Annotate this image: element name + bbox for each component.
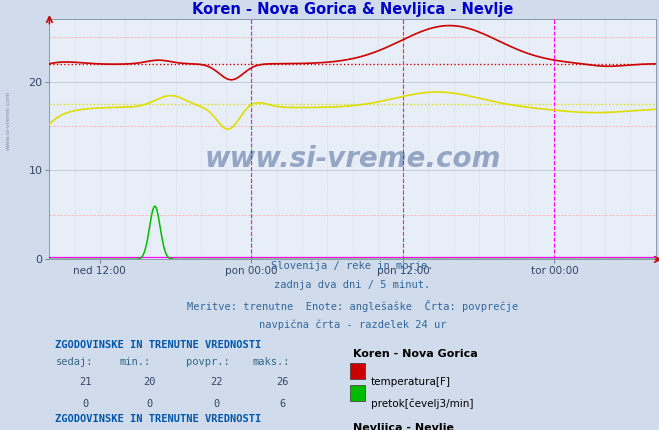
Text: 0: 0 [82, 399, 89, 409]
Text: Koren - Nova Gorica: Koren - Nova Gorica [353, 349, 477, 359]
Text: povpr.:: povpr.: [186, 357, 229, 367]
Text: 0: 0 [146, 399, 153, 409]
Bar [349, 385, 364, 401]
Text: 26: 26 [277, 377, 289, 387]
Text: ZGODOVINSKE IN TRENUTNE VREDNOSTI: ZGODOVINSKE IN TRENUTNE VREDNOSTI [55, 340, 262, 350]
Text: zadnja dva dni / 5 minut.: zadnja dva dni / 5 minut. [274, 280, 431, 290]
Text: maks.:: maks.: [252, 357, 290, 367]
Text: Nevljica - Nevlje: Nevljica - Nevlje [353, 423, 453, 430]
Bar [349, 363, 364, 378]
Text: navpična črta - razdelek 24 ur: navpična črta - razdelek 24 ur [259, 319, 446, 330]
Text: Meritve: trenutne  Enote: anglešaške  Črta: povprečje: Meritve: trenutne Enote: anglešaške Črta… [187, 300, 518, 312]
Text: pretok[čevelj3/min]: pretok[čevelj3/min] [371, 399, 473, 409]
Text: min.:: min.: [119, 357, 150, 367]
Title: Koren - Nova Gorica & Nevljica - Nevlje: Koren - Nova Gorica & Nevljica - Nevlje [192, 2, 513, 17]
Text: 0: 0 [213, 399, 219, 409]
Text: 21: 21 [80, 377, 92, 387]
Text: 20: 20 [143, 377, 156, 387]
Text: 22: 22 [210, 377, 222, 387]
Text: Slovenija / reke in morje.: Slovenija / reke in morje. [272, 261, 434, 271]
Text: www.si-vreme.com: www.si-vreme.com [204, 144, 501, 172]
Text: sedaj:: sedaj: [55, 357, 93, 367]
Text: 6: 6 [279, 399, 286, 409]
Text: ZGODOVINSKE IN TRENUTNE VREDNOSTI: ZGODOVINSKE IN TRENUTNE VREDNOSTI [55, 415, 262, 424]
Text: www.si-vreme.com: www.si-vreme.com [6, 91, 11, 150]
Text: temperatura[F]: temperatura[F] [371, 377, 451, 387]
